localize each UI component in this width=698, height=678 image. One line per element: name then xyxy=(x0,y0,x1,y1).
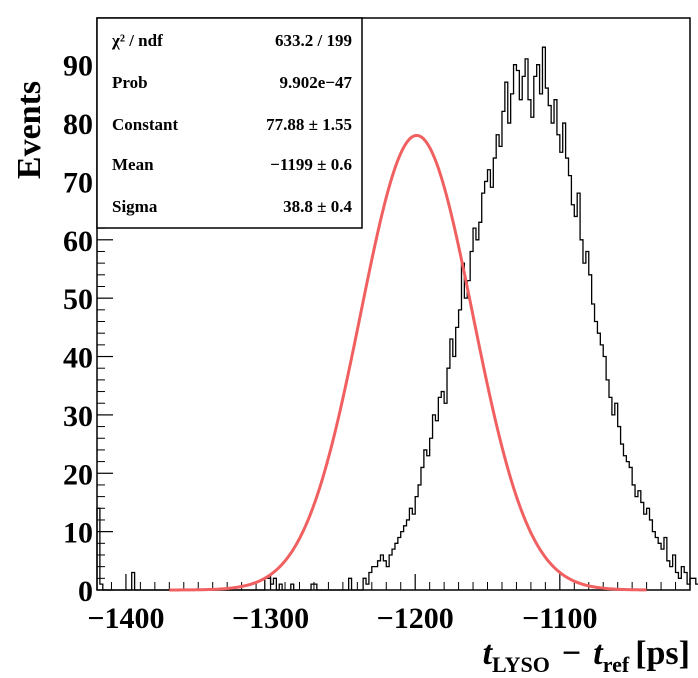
stat-constant-label: Constant xyxy=(112,115,178,134)
x-title-var1: t xyxy=(483,635,494,672)
stat-chi2-label: χ² / ndf xyxy=(111,31,163,50)
x-tick-label: −1400 xyxy=(87,602,164,635)
x-title-unit: [ps] xyxy=(635,635,690,672)
stat-prob-label: Prob xyxy=(112,73,148,92)
stat-mean-label: Mean xyxy=(112,155,154,174)
y-tick-label: 60 xyxy=(63,225,93,258)
x-title-var2: t xyxy=(593,635,604,672)
y-tick-labels: 0 10 20 30 40 50 60 70 80 90 xyxy=(63,50,93,608)
y-tick-label: 0 xyxy=(78,575,93,608)
y-tick-label: 70 xyxy=(63,166,93,199)
y-tick-label: 90 xyxy=(63,50,93,83)
x-title-sub2: ref xyxy=(603,652,630,677)
stats-box-frame xyxy=(96,17,363,229)
y-tick-label: 20 xyxy=(63,458,93,491)
stat-mean-value: −1199 ± 0.6 xyxy=(270,155,352,174)
gaussian-fit-curve xyxy=(169,133,647,592)
y-axis-title: Events xyxy=(11,81,48,179)
y-tick-label: 80 xyxy=(63,108,93,141)
y-tick-label: 30 xyxy=(63,400,93,433)
stat-constant-value: 77.88 ± 1.55 xyxy=(266,115,352,134)
y-tick-label: 10 xyxy=(63,517,93,550)
stat-prob-value: 9.902e−47 xyxy=(280,73,353,92)
x-tick-labels: −1400 −1300 −1200 −1100 xyxy=(87,602,597,635)
stat-sigma-value: 38.8 ± 0.4 xyxy=(283,197,352,216)
x-title-sub1: LYSO xyxy=(492,652,550,677)
x-axis-title: tLYSO − tref [ps] xyxy=(483,635,690,677)
stats-box: χ² / ndf 633.2 / 199 Prob 9.902e−47 Cons… xyxy=(96,17,363,229)
stat-sigma-label: Sigma xyxy=(112,197,158,216)
y-tick-label: 40 xyxy=(63,342,93,375)
x-tick-label: −1100 xyxy=(522,602,597,635)
stat-chi2-value: 633.2 / 199 xyxy=(275,31,352,50)
y-tick-label: 50 xyxy=(63,283,93,316)
gaussian-fit-series xyxy=(169,133,647,592)
x-tick-label: −1300 xyxy=(232,602,309,635)
x-tick-label: −1200 xyxy=(377,602,454,635)
x-title-op: − xyxy=(562,635,581,672)
